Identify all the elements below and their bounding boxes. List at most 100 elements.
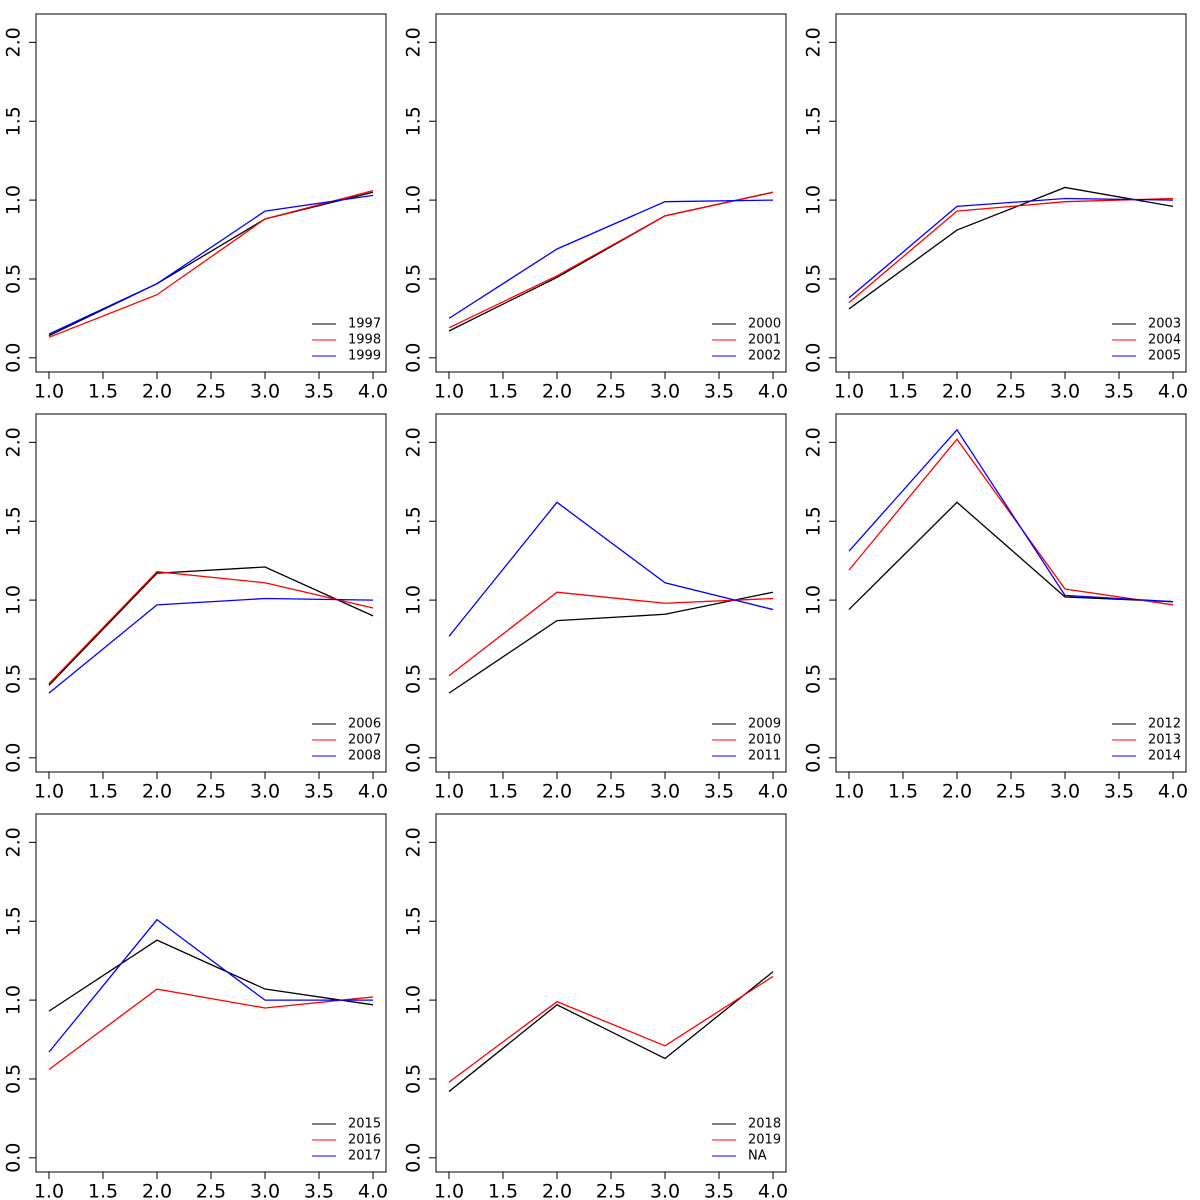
legend-label: 2002 bbox=[748, 349, 781, 364]
y-tick-label: 0.0 bbox=[403, 743, 425, 773]
y-tick-label: 2.0 bbox=[403, 27, 425, 57]
x-tick-label: 3.0 bbox=[1050, 781, 1080, 803]
x-tick-label: 1.0 bbox=[34, 381, 64, 403]
y-tick-label: 1.5 bbox=[3, 106, 25, 136]
y-tick-label: 1.0 bbox=[403, 985, 425, 1015]
x-tick-label: 3.0 bbox=[650, 381, 680, 403]
y-tick-label: 2.0 bbox=[3, 27, 25, 57]
plot-frame bbox=[435, 13, 787, 373]
series-line bbox=[848, 186, 1174, 310]
x-tick-label: 2.0 bbox=[542, 781, 572, 803]
panel: 1.0 1.5 2.0 2.5 3.0 3.5 4.0 0.0 0.5 1.0 1.5 2.0 2009… bbox=[403, 413, 788, 803]
legend-label: 2012 bbox=[1148, 717, 1181, 732]
y-tick-label: 0.5 bbox=[403, 1064, 425, 1094]
y-tick-label: 0.5 bbox=[3, 1064, 25, 1094]
legend-label: 2000 bbox=[748, 317, 781, 332]
x-tick-label: 3.5 bbox=[704, 781, 734, 803]
series-line bbox=[448, 591, 774, 677]
y-tick-label: 1.0 bbox=[403, 185, 425, 215]
y-tick-label: 2.0 bbox=[3, 427, 25, 457]
y-tick-label: 2.0 bbox=[803, 27, 825, 57]
x-tick-label: 1.0 bbox=[834, 381, 864, 403]
y-tick-label: 2.0 bbox=[403, 427, 425, 457]
series-line bbox=[48, 194, 374, 335]
y-tick-label: 2.0 bbox=[3, 827, 25, 857]
y-tick-label: 0.5 bbox=[3, 664, 25, 694]
x-tick-label: 1.0 bbox=[34, 781, 64, 803]
panel: 1.0 1.5 2.0 2.5 3.0 3.5 4.0 0.0 0.5 1.0 1.5 2.0 2000… bbox=[403, 13, 788, 403]
y-tick-label: 1.0 bbox=[403, 585, 425, 615]
x-tick-label: 4.0 bbox=[1158, 381, 1188, 403]
panel: 1.0 1.5 2.0 2.5 3.0 3.5 4.0 0.0 0.5 1.0 1.5 2.0 1997… bbox=[3, 13, 388, 403]
legend-label: 2018 bbox=[748, 1117, 781, 1132]
series-line bbox=[848, 501, 1174, 611]
x-tick-label: 1.0 bbox=[434, 381, 464, 403]
x-tick-label: 2.5 bbox=[996, 781, 1026, 803]
series-line bbox=[448, 971, 774, 1093]
series-line bbox=[848, 438, 1174, 606]
y-tick-label: 1.0 bbox=[3, 985, 25, 1015]
plot-frame bbox=[35, 413, 387, 773]
y-tick-label: 1.5 bbox=[403, 506, 425, 536]
series-line bbox=[448, 501, 774, 637]
y-tick-label: 0.5 bbox=[803, 264, 825, 294]
legend-label: 2016 bbox=[348, 1133, 381, 1148]
series-line bbox=[48, 566, 374, 686]
x-tick-label: 2.5 bbox=[596, 381, 626, 403]
x-tick-label: 1.5 bbox=[488, 781, 518, 803]
x-tick-label: 2.5 bbox=[196, 1181, 226, 1200]
x-tick-label: 2.5 bbox=[996, 381, 1026, 403]
x-tick-label: 3.5 bbox=[1104, 381, 1134, 403]
series-line bbox=[48, 191, 374, 337]
y-tick-label: 0.5 bbox=[3, 264, 25, 294]
x-tick-label: 3.0 bbox=[1050, 381, 1080, 403]
x-tick-label: 1.0 bbox=[34, 1181, 64, 1200]
plot-frame bbox=[35, 13, 387, 373]
x-tick-label: 2.0 bbox=[942, 781, 972, 803]
series-line bbox=[448, 591, 774, 694]
x-tick-label: 2.5 bbox=[596, 781, 626, 803]
series-line bbox=[448, 191, 774, 329]
plot-frame bbox=[835, 413, 1187, 773]
x-tick-label: 1.5 bbox=[488, 381, 518, 403]
legend-label: 1999 bbox=[348, 349, 381, 364]
legend-label: 2005 bbox=[1148, 349, 1181, 364]
y-tick-label: 0.0 bbox=[403, 343, 425, 373]
legend-label: 1997 bbox=[348, 317, 381, 332]
y-tick-label: 1.0 bbox=[3, 585, 25, 615]
panel: 1.0 1.5 2.0 2.5 3.0 3.5 4.0 0.0 0.5 1.0 1.5 2.0 2012… bbox=[803, 413, 1188, 803]
legend-label: 2015 bbox=[348, 1117, 381, 1132]
x-tick-label: 2.0 bbox=[142, 1181, 172, 1200]
legend-label: 2010 bbox=[748, 733, 781, 748]
series-line bbox=[848, 197, 1174, 304]
x-tick-label: 3.5 bbox=[704, 381, 734, 403]
series-line bbox=[448, 199, 774, 319]
y-tick-label: 0.0 bbox=[803, 743, 825, 773]
legend-label: 2003 bbox=[1148, 317, 1181, 332]
plot-frame bbox=[435, 413, 787, 773]
y-tick-label: 2.0 bbox=[803, 427, 825, 457]
x-tick-label: 3.0 bbox=[650, 781, 680, 803]
x-tick-label: 2.5 bbox=[596, 1181, 626, 1200]
y-tick-label: 1.5 bbox=[3, 506, 25, 536]
series-line bbox=[48, 597, 374, 694]
series-line bbox=[848, 197, 1174, 299]
legend-label: 2006 bbox=[348, 717, 381, 732]
legend-label: 2007 bbox=[348, 733, 381, 748]
y-tick-label: 1.5 bbox=[403, 106, 425, 136]
x-tick-label: 2.5 bbox=[196, 781, 226, 803]
x-tick-label: 2.5 bbox=[196, 381, 226, 403]
legend-label: 2017 bbox=[348, 1149, 381, 1164]
y-tick-label: 2.0 bbox=[403, 827, 425, 857]
series-line bbox=[48, 190, 374, 338]
x-tick-label: 4.0 bbox=[758, 381, 788, 403]
x-tick-label: 3.0 bbox=[650, 1181, 680, 1200]
x-tick-label: 3.0 bbox=[250, 781, 280, 803]
series-line bbox=[48, 571, 374, 685]
y-tick-label: 1.0 bbox=[3, 185, 25, 215]
series-line bbox=[848, 428, 1174, 603]
x-tick-label: 3.5 bbox=[304, 381, 334, 403]
y-tick-label: 1.5 bbox=[3, 906, 25, 936]
plot-frame bbox=[35, 813, 387, 1173]
